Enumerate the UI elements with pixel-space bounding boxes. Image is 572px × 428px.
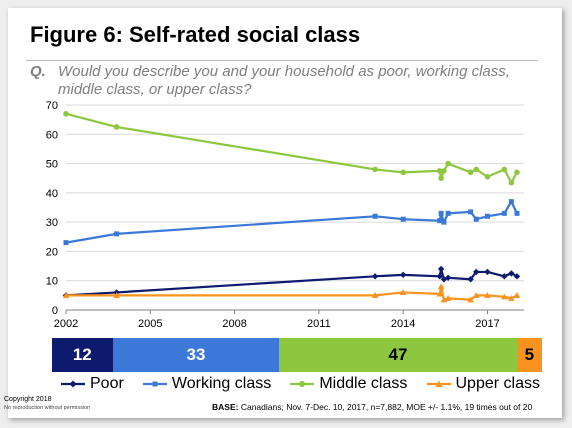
data-point-upper-class	[513, 292, 521, 298]
summary-segment: 47	[279, 338, 517, 372]
summary-segment: 5	[516, 338, 542, 372]
data-point-poor	[437, 265, 445, 273]
y-tick-label: 30	[46, 217, 58, 229]
series-line-middle-class	[65, 112, 518, 184]
data-point-middle-class	[113, 124, 120, 130]
data-point-working-class	[372, 213, 378, 219]
data-point-poor	[399, 271, 407, 279]
x-tick-label: 2002	[54, 318, 78, 330]
base-note: BASE: Canadians; Nov. 7-Dec. 10, 2017, n…	[212, 402, 532, 412]
data-point-middle-class	[473, 166, 480, 173]
data-point-poor	[467, 276, 474, 283]
data-point-upper-class	[467, 296, 474, 303]
y-tick-label: 40	[46, 188, 58, 200]
legend-item-working-class: Working class	[142, 375, 271, 393]
data-point-upper-class	[472, 292, 480, 298]
base-text: Canadians; Nov. 7-Dec. 10, 2017, n=7,882…	[240, 402, 533, 412]
data-point-working-class	[400, 216, 406, 222]
data-point-poor	[484, 268, 491, 276]
data-point-working-class	[437, 218, 443, 224]
data-point-working-class	[473, 216, 479, 222]
data-point-middle-class	[445, 160, 451, 167]
data-point-working-class	[445, 210, 451, 216]
title-divider	[26, 60, 538, 61]
y-tick-label: 60	[46, 129, 58, 141]
data-point-working-class	[441, 219, 447, 225]
x-tick-label: 2014	[391, 318, 415, 330]
data-point-upper-class	[436, 290, 444, 297]
data-point-middle-class	[467, 169, 474, 176]
data-point-middle-class	[514, 169, 520, 176]
series-line-poor	[65, 267, 518, 297]
data-point-poor	[473, 268, 480, 276]
data-point-upper-class	[444, 294, 452, 301]
data-point-middle-class	[63, 110, 69, 117]
series-line-working-class	[65, 200, 518, 244]
copyright-subline: No reproduction without permission	[4, 405, 91, 411]
data-point-upper-class	[484, 292, 491, 298]
data-point-middle-class	[436, 168, 443, 174]
legend-swatch-poor	[61, 380, 85, 388]
legend-item-upper-class: Upper class	[426, 375, 540, 393]
x-tick-label: 2017	[475, 318, 499, 330]
y-tick-label: 0	[52, 305, 58, 317]
data-point-poor	[371, 273, 379, 280]
data-point-upper-class	[371, 292, 379, 298]
data-point-upper-class	[113, 292, 120, 298]
base-label: BASE:	[212, 402, 239, 412]
question-text: Would you describe you and your househol…	[58, 63, 510, 98]
summary-segment: 33	[112, 338, 280, 372]
data-point-working-class	[484, 213, 490, 219]
copyright-notice: Copyright 2018 No reproduction without p…	[4, 396, 90, 412]
data-point-poor	[508, 270, 515, 277]
legend-swatch-upper-class	[426, 380, 451, 387]
data-point-working-class	[501, 210, 507, 216]
data-point-middle-class	[508, 179, 515, 186]
y-tick-label: 70	[46, 100, 58, 112]
x-tick-label: 2011	[307, 318, 331, 330]
y-tick-label: 10	[46, 276, 58, 288]
data-point-poor	[436, 273, 443, 280]
legend-swatch-middle-class	[290, 381, 315, 387]
y-tick-label: 50	[46, 159, 58, 171]
legend-item-poor: Poor	[60, 375, 124, 393]
data-point-upper-class	[508, 294, 515, 301]
data-point-working-class	[63, 240, 69, 246]
summary-segment: 12	[52, 338, 113, 372]
figure-title: Figure 6: Self-rated social class	[30, 22, 361, 47]
legend-label: Working class	[171, 375, 272, 392]
data-point-middle-class	[438, 175, 444, 182]
y-tick-label: 20	[46, 246, 58, 258]
data-point-poor	[513, 273, 521, 280]
data-point-upper-class	[501, 293, 508, 300]
data-point-middle-class	[372, 166, 378, 173]
data-point-working-class	[514, 210, 520, 216]
data-point-upper-class	[62, 292, 70, 298]
legend-label: Poor	[90, 375, 124, 392]
data-point-upper-class	[399, 289, 407, 296]
copyright-line: Copyright 2018	[4, 396, 52, 403]
data-point-middle-class	[501, 166, 508, 173]
x-tick-label: 2005	[138, 318, 162, 330]
data-point-working-class	[114, 231, 120, 237]
data-point-working-class	[438, 210, 444, 216]
summary-bar: 12 33 47 5	[52, 338, 542, 372]
legend-swatch-working-class	[142, 381, 167, 387]
chart-legend: Poor Working class Middle class Upper class	[60, 373, 540, 395]
data-point-poor	[501, 273, 508, 280]
data-point-middle-class	[400, 169, 406, 176]
data-point-working-class	[468, 209, 474, 215]
data-point-middle-class	[441, 168, 447, 174]
legend-label: Upper class	[455, 375, 540, 392]
data-point-middle-class	[484, 173, 491, 180]
data-point-working-class	[508, 199, 514, 205]
data-point-upper-class	[437, 283, 445, 290]
question-label: Q.	[30, 63, 46, 80]
data-point-poor	[444, 274, 452, 281]
x-tick-label: 2008	[222, 318, 246, 330]
legend-label: Middle class	[319, 375, 408, 392]
legend-item-middle-class: Middle class	[289, 375, 407, 393]
